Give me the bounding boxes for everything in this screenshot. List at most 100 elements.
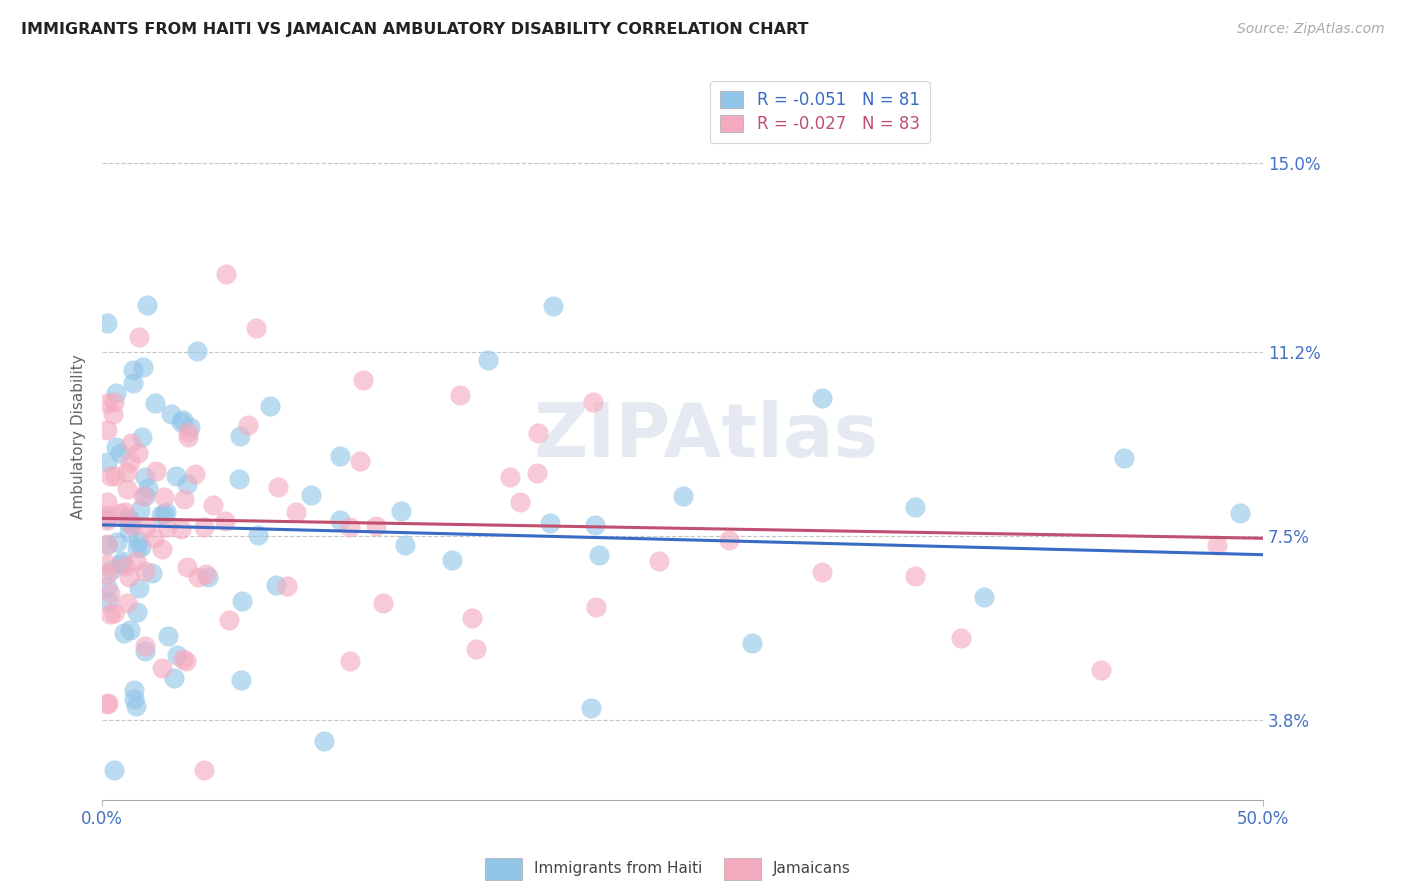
Point [228, 472, 250, 486]
Point [1090, 663, 1112, 677]
Point [118, 569, 141, 583]
Legend: R = -0.051   N = 81, R = -0.027   N = 83: R = -0.051 N = 81, R = -0.027 N = 83 [710, 81, 929, 144]
Point [186, 344, 208, 359]
Point [477, 352, 499, 367]
Point [172, 652, 194, 666]
Point [122, 376, 145, 391]
Point [131, 429, 153, 443]
Point [441, 553, 464, 567]
Point [157, 629, 180, 643]
Point [153, 490, 176, 504]
Point [176, 560, 198, 574]
Point [115, 596, 138, 610]
Point [136, 298, 159, 312]
Point [176, 476, 198, 491]
Point [231, 594, 253, 608]
Point [143, 531, 166, 545]
Point [96, 495, 118, 509]
Point [312, 734, 335, 748]
Point [96, 423, 118, 437]
Point [214, 514, 236, 528]
Point [131, 489, 153, 503]
Point [155, 505, 177, 519]
Point [215, 267, 238, 281]
Point [541, 299, 564, 313]
Point [98, 469, 121, 483]
Point [259, 399, 281, 413]
Point [97, 593, 120, 607]
Point [124, 554, 146, 568]
Point [509, 494, 531, 508]
Point [588, 548, 610, 562]
Point [114, 505, 136, 519]
Point [134, 470, 156, 484]
Point [145, 464, 167, 478]
Point [105, 440, 128, 454]
Point [231, 673, 253, 687]
Point [150, 661, 173, 675]
Point [499, 470, 522, 484]
Point [118, 512, 141, 526]
Point [174, 654, 197, 668]
Point [187, 570, 209, 584]
Point [1229, 506, 1251, 520]
Point [127, 533, 149, 548]
Point [103, 606, 125, 620]
Point [96, 396, 118, 410]
Point [134, 564, 156, 578]
Point [128, 330, 150, 344]
Point [329, 513, 352, 527]
Point [811, 565, 834, 579]
Point [127, 445, 149, 459]
Point [197, 570, 219, 584]
Point [166, 648, 188, 662]
Point [648, 554, 671, 568]
Point [127, 541, 149, 555]
Point [96, 566, 118, 581]
Point [134, 489, 156, 503]
Point [236, 417, 259, 432]
Point [108, 506, 131, 520]
Point [583, 518, 606, 533]
Text: Jamaicans: Jamaicans [773, 862, 851, 876]
Y-axis label: Ambulatory Disability: Ambulatory Disability [72, 354, 86, 518]
Point [179, 420, 201, 434]
Point [585, 599, 607, 614]
Point [127, 606, 149, 620]
Point [103, 763, 125, 777]
Point [128, 582, 150, 596]
Point [284, 505, 307, 519]
Point [461, 611, 484, 625]
Point [104, 469, 127, 483]
Point [96, 580, 118, 594]
Point [352, 373, 374, 387]
Point [193, 519, 215, 533]
Point [96, 510, 118, 524]
Point [582, 395, 605, 409]
Point [581, 701, 603, 715]
Point [110, 446, 132, 460]
Point [526, 467, 548, 481]
Point [267, 481, 290, 495]
Point [156, 520, 179, 534]
Point [96, 513, 118, 527]
Point [125, 698, 148, 713]
Point [329, 450, 352, 464]
Text: IMMIGRANTS FROM HAITI VS JAMAICAN AMBULATORY DISABILITY CORRELATION CHART: IMMIGRANTS FROM HAITI VS JAMAICAN AMBULA… [21, 22, 808, 37]
Point [194, 567, 217, 582]
Point [177, 425, 200, 439]
Point [202, 498, 225, 512]
Point [349, 454, 371, 468]
Point [177, 430, 200, 444]
Point [904, 500, 927, 514]
Point [115, 482, 138, 496]
Point [96, 455, 118, 469]
Point [169, 415, 191, 429]
Point [339, 520, 361, 534]
Point [672, 489, 695, 503]
Point [96, 508, 118, 523]
Point [160, 407, 183, 421]
Point [118, 516, 141, 531]
Point [464, 642, 486, 657]
Point [103, 407, 125, 421]
